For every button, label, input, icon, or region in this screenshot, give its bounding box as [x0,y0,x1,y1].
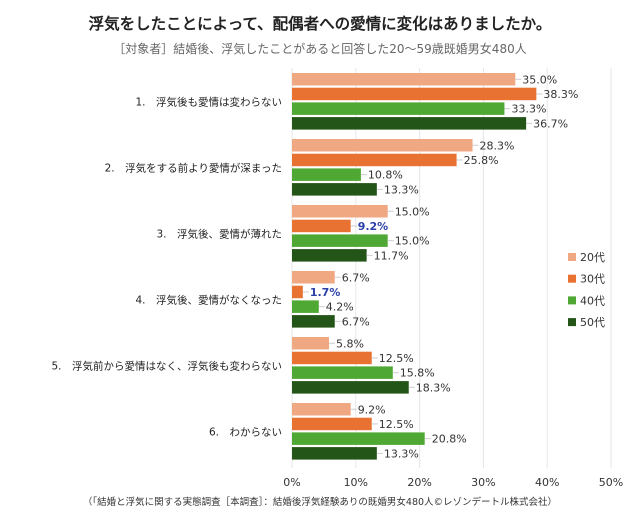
data-label: 6.7% [342,271,370,284]
data-label: 12.5% [379,352,414,365]
category-label: 1. 浮気後も愛情は変わらない [135,95,282,108]
category-label: 4. 浮気後、愛情がなくなった [135,293,282,306]
bar [292,381,409,394]
category-label: 3. 浮気後、愛情が薄れた [156,227,282,240]
legend-label: 50代 [580,316,605,329]
x-tick-label: 0% [283,476,300,489]
bar [292,285,303,299]
data-label: 35.0% [522,73,557,86]
x-tick-label: 30% [471,476,495,489]
data-label: 15.8% [400,367,435,380]
category-label: 2. 浮気をする前より愛情が深まった [105,161,282,174]
x-tick-label: 50% [599,476,623,489]
data-label: 4.2% [326,301,354,314]
legend-swatch [568,274,576,283]
data-label: 36.7% [533,117,568,130]
data-label: 18.3% [416,381,451,394]
data-label: 15.0% [395,205,430,218]
bar [292,366,393,379]
data-label: 6.7% [342,315,370,328]
data-label: 28.3% [480,139,515,152]
legend-swatch [568,253,576,261]
bar [292,168,361,181]
legend-swatch [568,318,576,327]
bar [292,153,457,167]
data-label: 20.8% [432,433,467,446]
data-label: 13.3% [384,183,419,196]
bar [292,337,330,350]
legend-label: 40代 [580,294,605,307]
bar [292,417,372,431]
data-label: 1.7% [310,286,341,299]
data-label: 15.0% [395,235,430,248]
bar [292,432,425,445]
bar [292,234,388,247]
bar [292,87,537,101]
bar [292,219,351,233]
data-label: 38.3% [543,88,578,101]
bar [292,351,372,365]
bar [292,183,377,196]
data-label: 33.3% [511,103,546,116]
bar [292,102,505,115]
category-label: 6. わからない [209,426,282,438]
legend-label: 20代 [580,251,605,264]
data-label: 25.8% [464,154,499,167]
bar [292,403,351,416]
bar [292,205,388,218]
data-label: 12.5% [379,418,414,431]
bar [292,300,319,313]
x-tick-label: 20% [407,476,431,489]
legend-swatch [568,296,576,305]
bar [292,271,335,284]
legend-label: 30代 [580,273,605,286]
chart-title: 浮気をしたことによって、配偶者への愛情に変化はありましたか。 [88,15,552,33]
data-label: 5.8% [336,337,364,350]
data-label: 13.3% [384,447,419,460]
data-label: 9.2% [358,220,389,233]
bar [292,315,335,328]
chart-subtitle: ［対象者］結婚後、浮気したことがあると回答した20～59歳既婚男女480人 [113,42,527,56]
data-label: 9.2% [358,403,386,416]
bar [292,249,367,262]
chart-source: （「結婚と浮気に関する実態調査［本調査］：結婚後浮気経験ありの既婚男女480人©… [82,497,558,508]
x-tick-label: 10% [344,476,368,489]
data-label: 10.8% [368,169,403,182]
bar [292,139,473,152]
x-tick-label: 40% [535,476,559,489]
bar [292,73,516,86]
category-label: 5. 浮気前から愛情はなく、浮気後も変わらない [51,359,282,372]
bar [292,447,377,460]
bar [292,117,527,130]
data-label: 11.7% [374,249,409,262]
